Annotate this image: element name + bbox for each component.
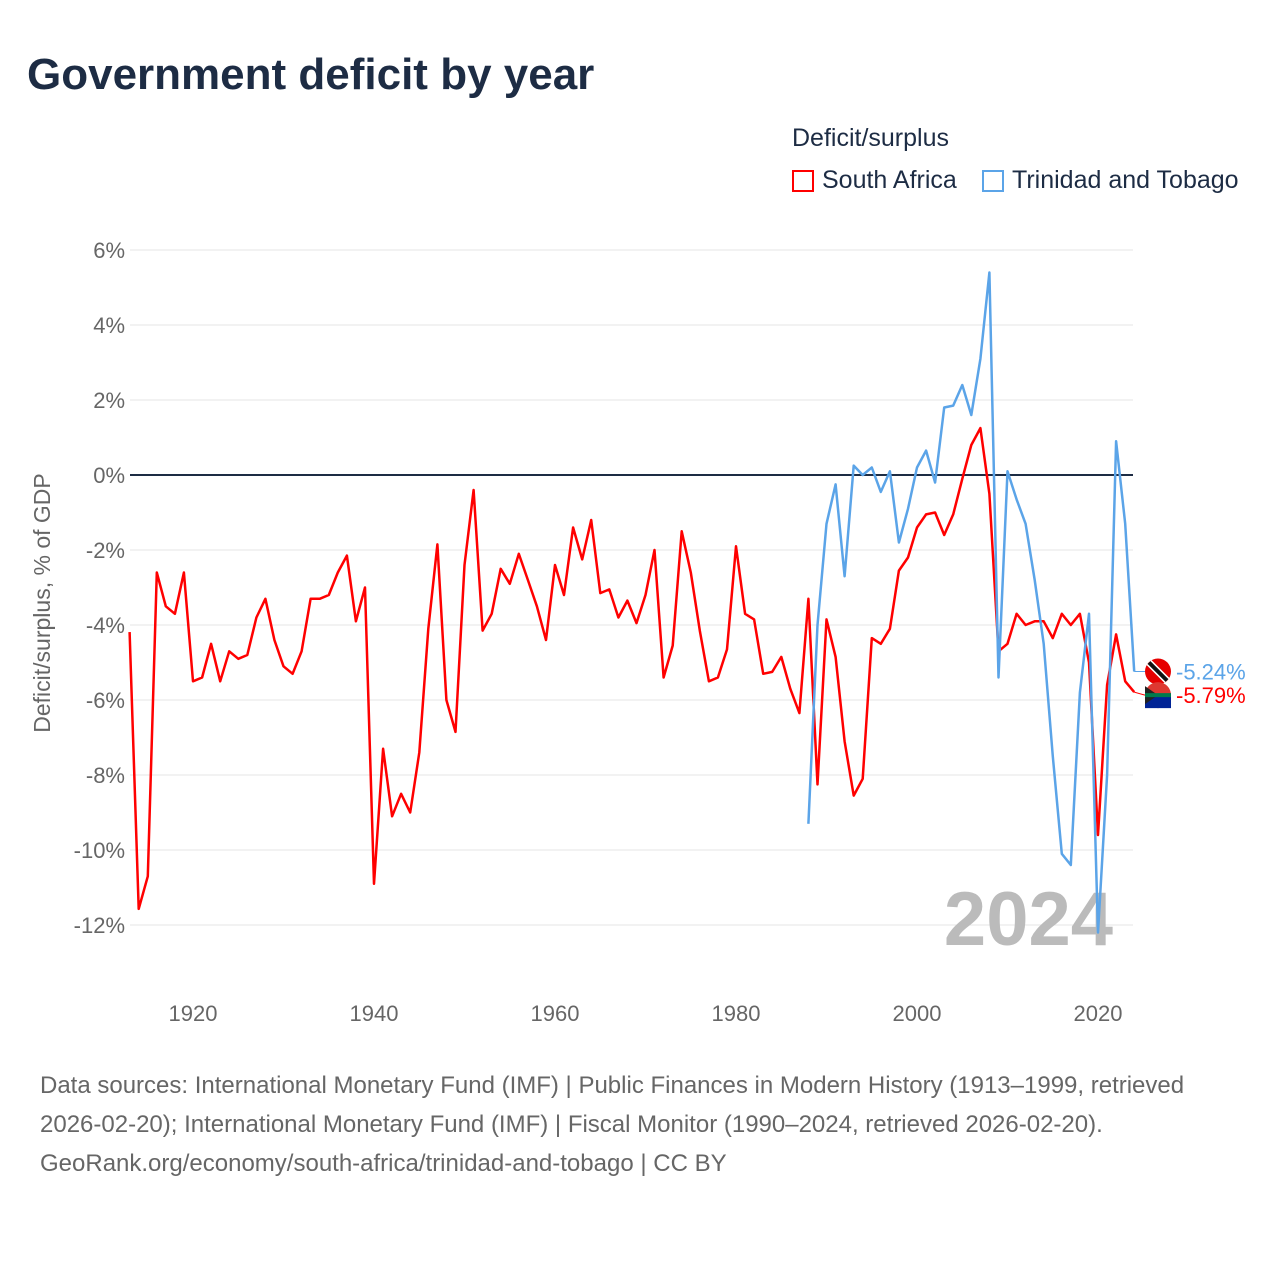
year-watermark: 2024 [944, 877, 1113, 962]
series-line-trinidad [807, 271, 1136, 934]
x-tick-label: 1940 [350, 1001, 399, 1026]
connector-line [1134, 691, 1146, 696]
legend-item-trinidad[interactable]: Trinidad and Tobago [982, 166, 1239, 195]
y-tick-label: 4% [93, 313, 125, 338]
flag-stripe [1147, 661, 1169, 682]
x-tick-label: 1980 [712, 1001, 761, 1026]
y-tick-label: -2% [86, 538, 125, 563]
x-tick-label: 1960 [531, 1001, 580, 1026]
page-title: Government deficit by year [27, 50, 595, 99]
legend-swatch [982, 169, 1004, 192]
data-sources: Data sources: International Monetary Fun… [40, 1072, 1185, 1138]
x-tick-label: 2020 [1074, 1001, 1123, 1026]
y-tick-label: -10% [74, 838, 125, 863]
y-tick-label: 6% [93, 238, 125, 263]
x-tick-label: 1920 [169, 1001, 218, 1026]
y-axis-label: Deficit/surplus, % of GDP [29, 473, 55, 732]
x-tick-label: 2000 [893, 1001, 942, 1026]
legend-swatch [792, 169, 814, 192]
credit-link[interactable]: GeoRank.org/economy/south-africa/trinida… [40, 1150, 727, 1177]
legend-title: Deficit/surplus [792, 124, 949, 152]
line-chart: 6% 4% 2% 0% -2% -4% -6% -8% -10% -12% 1920 1940 1960… [29, 238, 1246, 1026]
y-tick-label: -8% [86, 763, 125, 788]
flag-stripe [1145, 693, 1171, 698]
end-value-label: -5.79% [1176, 683, 1246, 708]
y-tick-label: 0% [93, 463, 125, 488]
y-tick-label: -6% [86, 688, 125, 713]
legend-label: South Africa [822, 166, 957, 194]
y-tick-label: -12% [74, 913, 125, 938]
end-value-label: -5.24% [1176, 660, 1246, 685]
y-tick-label: 2% [93, 388, 125, 413]
y-tick-label: -4% [86, 613, 125, 638]
footer: Data sources: International Monetary Fun… [40, 1066, 1240, 1183]
legend-item-south-africa[interactable]: South Africa [792, 166, 957, 195]
legend-label: Trinidad and Tobago [1012, 166, 1239, 194]
series-line-south-africa [128, 426, 1136, 911]
